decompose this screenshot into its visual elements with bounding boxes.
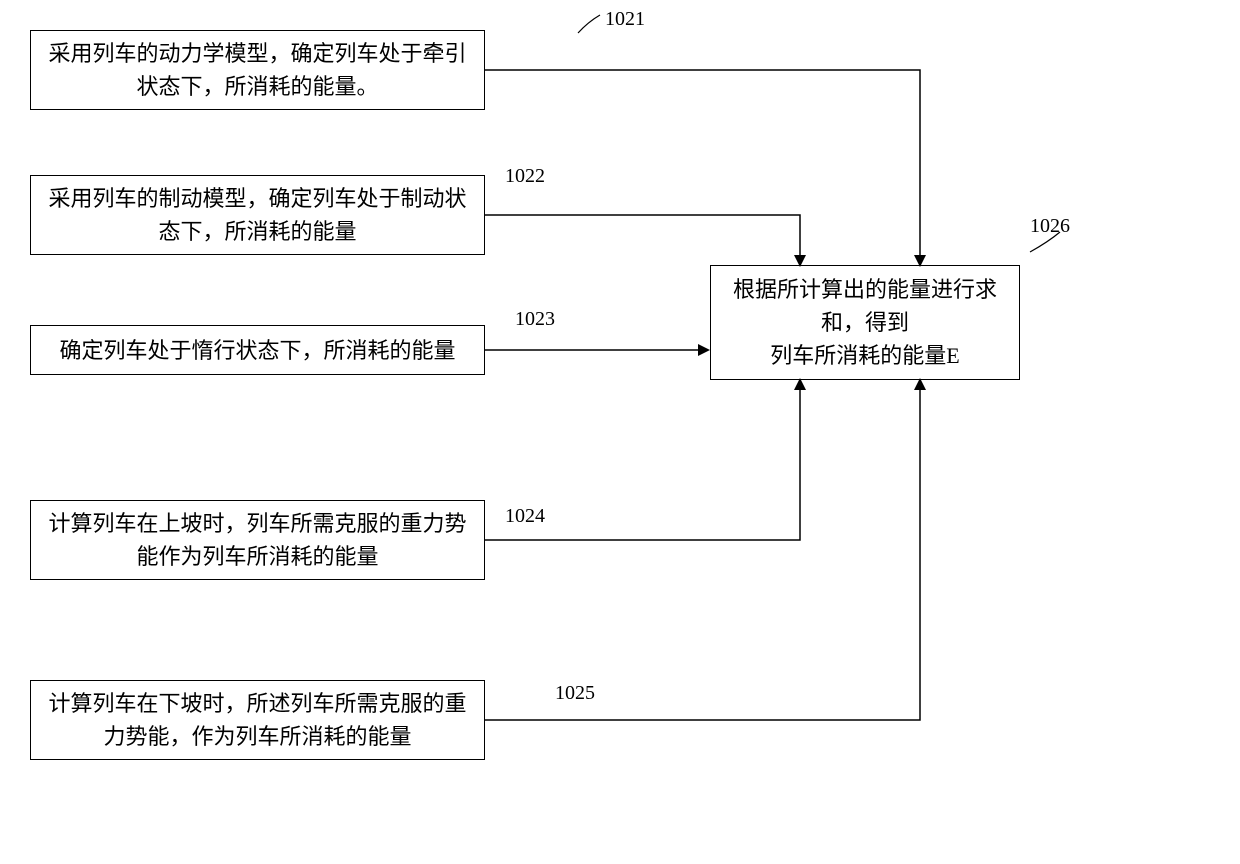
label-1025: 1025 — [555, 682, 595, 705]
node-1021-text: 采用列车的动力学模型，确定列车处于牵引状态下，所消耗的能量。 — [41, 37, 474, 103]
node-1026-line2: 和，得到 — [821, 306, 909, 339]
label-1026: 1026 — [1030, 215, 1070, 238]
edge-1022 — [485, 215, 800, 263]
label-1024: 1024 — [505, 505, 545, 528]
node-1024-text: 计算列车在上坡时，列车所需克服的重力势能作为列车所消耗的能量 — [41, 507, 474, 573]
arrow-1023 — [698, 344, 710, 356]
node-1026: 根据所计算出的能量进行求 和，得到 列车所消耗的能量E — [710, 265, 1020, 380]
node-1025: 计算列车在下坡时，所述列车所需克服的重力势能，作为列车所消耗的能量 — [30, 680, 485, 760]
label-1021: 1021 — [605, 8, 645, 31]
node-1026-line1: 根据所计算出的能量进行求 — [733, 273, 997, 306]
node-1025-text: 计算列车在下坡时，所述列车所需克服的重力势能，作为列车所消耗的能量 — [41, 687, 474, 753]
node-1022-text: 采用列车的制动模型，确定列车处于制动状态下，所消耗的能量 — [41, 182, 474, 248]
node-1026-line3: 列车所消耗的能量E — [770, 339, 959, 372]
edge-1025 — [485, 382, 920, 720]
edge-1021 — [485, 70, 920, 263]
node-1022: 采用列车的制动模型，确定列车处于制动状态下，所消耗的能量 — [30, 175, 485, 255]
label-1022: 1022 — [505, 165, 545, 188]
node-1023-text: 确定列车处于惰行状态下，所消耗的能量 — [59, 334, 455, 367]
label-1023: 1023 — [515, 308, 555, 331]
node-1021: 采用列车的动力学模型，确定列车处于牵引状态下，所消耗的能量。 — [30, 30, 485, 110]
node-1023: 确定列车处于惰行状态下，所消耗的能量 — [30, 325, 485, 375]
leader-1021 — [578, 15, 600, 33]
node-1024: 计算列车在上坡时，列车所需克服的重力势能作为列车所消耗的能量 — [30, 500, 485, 580]
